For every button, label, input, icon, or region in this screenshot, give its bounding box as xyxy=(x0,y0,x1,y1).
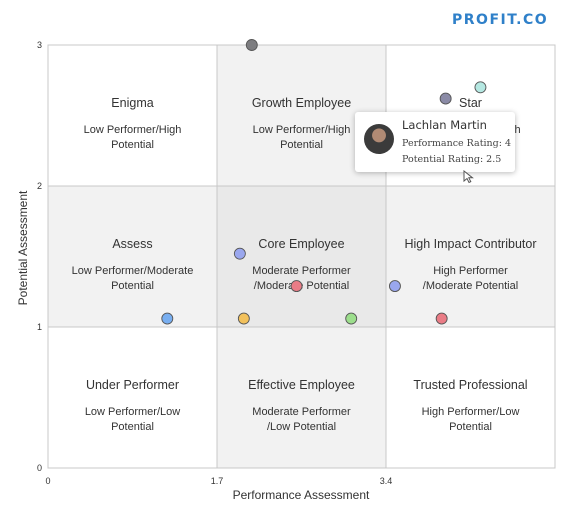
employee-data-point[interactable] xyxy=(245,39,258,51)
x-axis-label: Performance Assessment xyxy=(233,488,370,502)
quadrant-description: Low Performer/Low xyxy=(85,406,180,418)
quadrant-cell xyxy=(48,327,217,468)
x-tick-label: 1.7 xyxy=(211,476,224,486)
employee-data-point[interactable] xyxy=(233,247,246,260)
employee-data-point[interactable] xyxy=(474,81,487,94)
profit-co-logo: PROFIT.CO xyxy=(452,12,549,28)
quadrant-title: Assess xyxy=(112,237,152,251)
quadrant-cell xyxy=(217,186,386,327)
data-points[interactable] xyxy=(161,39,487,325)
quadrant-title: Growth Employee xyxy=(252,96,351,110)
quadrant-description: Moderate Performer xyxy=(252,265,351,277)
quadrant-description: /Low Potential xyxy=(267,421,336,433)
quadrant-cell xyxy=(48,45,217,186)
quadrant-cells xyxy=(48,45,555,468)
quadrant-cell xyxy=(217,327,386,468)
employee-data-point[interactable] xyxy=(435,312,448,325)
quadrant-title: Star xyxy=(459,96,482,110)
plot-border xyxy=(47,44,556,469)
quadrant-title: High Impact Contributor xyxy=(404,237,536,251)
quadrant-cell xyxy=(48,186,217,327)
quadrant-description: Potential xyxy=(111,421,154,433)
y-axis-label: Potential Assessment xyxy=(16,190,30,305)
tooltip-employee-name: Lachlan Martin xyxy=(402,118,487,132)
employee-data-point[interactable] xyxy=(161,312,174,325)
quadrant-cell xyxy=(386,186,555,327)
quadrant-title: Core Employee xyxy=(258,237,344,251)
y-tick-label: 3 xyxy=(37,40,42,50)
employee-data-point[interactable] xyxy=(290,280,303,293)
employee-tooltip: Lachlan Martin Performance Rating: 4 Pot… xyxy=(355,112,515,172)
quadrant-description: Potential xyxy=(280,139,323,151)
employee-data-point[interactable] xyxy=(237,312,250,325)
x-tick-label: 0 xyxy=(45,476,50,486)
quadrant-title: Under Performer xyxy=(86,378,179,392)
quadrant-description: Potential xyxy=(449,421,492,433)
quadrant-description: Potential xyxy=(111,139,154,151)
y-tick-label: 2 xyxy=(37,181,42,191)
y-tick-label: 0 xyxy=(37,463,42,473)
employee-data-point[interactable] xyxy=(345,312,358,325)
quadrant-description: High Performer xyxy=(433,265,508,277)
quadrant-description: Potential xyxy=(111,280,154,292)
employee-data-point[interactable] xyxy=(439,92,452,105)
quadrant-description: High Performer/Low xyxy=(422,406,520,418)
quadrant-description: Moderate Performer xyxy=(252,406,351,418)
quadrant-title: Enigma xyxy=(111,96,153,110)
quadrant-cell xyxy=(386,327,555,468)
quadrant-title: Trusted Professional xyxy=(413,378,527,392)
quadrant-description: Low Performer/Moderate xyxy=(72,265,194,277)
employee-data-point[interactable] xyxy=(388,280,401,293)
tooltip-performance-rating: Performance Rating: 4 xyxy=(402,138,512,149)
tooltip-potential-rating: Potential Rating: 2.5 xyxy=(402,154,502,165)
avatar xyxy=(364,124,394,154)
quadrant-description: Low Performer/High xyxy=(84,124,182,136)
axis-tick-labels: 0 1.7 3.4 0 1 2 3 xyxy=(37,40,392,486)
quadrant-description: /Moderate Potential xyxy=(423,280,518,292)
mouse-cursor-icon xyxy=(463,170,474,184)
y-tick-label: 1 xyxy=(37,322,42,332)
quadrant-description: Low Performer/High xyxy=(253,124,351,136)
x-tick-label: 3.4 xyxy=(380,476,393,486)
quadrant-title: Effective Employee xyxy=(248,378,355,392)
